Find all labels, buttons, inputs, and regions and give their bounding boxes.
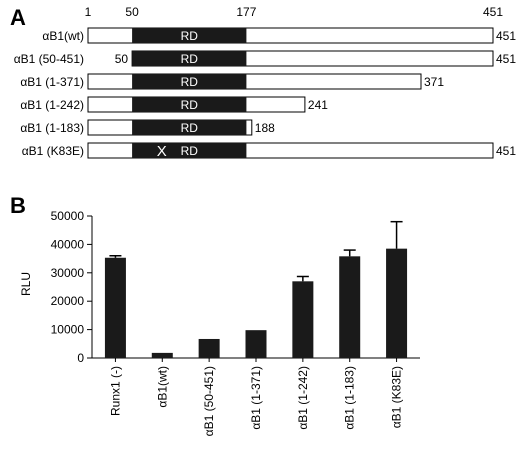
construct-end-label: 451 — [496, 52, 516, 66]
construct-row: αB1 (1-371) RD 371 — [20, 73, 444, 90]
construct-row: αB1 (1-183) RD 188 — [20, 119, 275, 136]
domain-label: RD — [181, 52, 199, 66]
construct-name: αB1 (1-183) — [20, 121, 84, 135]
runt-domain — [132, 51, 247, 66]
runt-domain — [132, 120, 247, 135]
bar — [386, 248, 408, 358]
domain-label: RD — [181, 75, 199, 89]
x-tick-label: Runx1 (-) — [108, 366, 122, 416]
construct-end-label: 188 — [255, 121, 275, 135]
domain-label: RD — [181, 29, 199, 43]
panel-a-label: A — [10, 5, 26, 30]
bars — [104, 248, 408, 358]
error-bars — [109, 220, 403, 282]
y-tick-label: 40000 — [51, 237, 85, 251]
construct-row: αB1 (1-242) RD 241 — [20, 96, 328, 113]
bar — [245, 330, 267, 358]
bar — [292, 281, 314, 358]
ruler-label: 50 — [125, 5, 139, 19]
construct-name: αB1 (K83E) — [22, 144, 84, 158]
x-tick-label: αB1(wt) — [155, 366, 169, 408]
construct-end-label: 451 — [496, 144, 516, 158]
x-tick-label: αB1 (50-451) — [202, 366, 216, 436]
y-tick-label: 0 — [77, 351, 84, 365]
runt-domain — [132, 97, 247, 112]
runt-domain — [132, 28, 247, 43]
y-tick-label: 50000 — [51, 209, 85, 223]
construct-name: αB1 (1-371) — [20, 75, 84, 89]
construct-end-label: 241 — [308, 98, 328, 112]
construct-start-label: 50 — [115, 52, 129, 66]
y-axis-label: RLU — [19, 272, 33, 296]
bar — [339, 256, 361, 358]
bar — [198, 338, 220, 358]
runt-domain — [132, 143, 247, 158]
x-tick-label: αB1 (K83E) — [390, 366, 404, 428]
ruler-labels: 1 50 177 451 — [85, 5, 504, 19]
bar — [104, 257, 126, 358]
domain-label: RD — [181, 121, 199, 135]
domain-label: RD — [181, 144, 199, 158]
y-tick-label: 30000 — [51, 266, 85, 280]
bar — [151, 352, 173, 358]
y-tick-label: 20000 — [51, 294, 85, 308]
construct-row: αB1 (50-451) RD 50 451 — [14, 50, 516, 67]
x-axis — [92, 357, 420, 362]
domain-label: RD — [181, 98, 199, 112]
panel-b-label: B — [10, 193, 26, 218]
construct-row: αB1 (K83E) RD X 451 — [22, 142, 516, 160]
construct-name: αB1 (1-242) — [20, 98, 84, 112]
ruler-label: 177 — [236, 5, 256, 19]
x-tick-label: αB1 (1-183) — [343, 366, 357, 430]
ruler-label: 451 — [483, 5, 503, 19]
y-tick-label: 10000 — [51, 323, 85, 337]
construct-row: αB1(wt) RD 451 — [42, 27, 516, 44]
y-axis: 0 10000 20000 30000 40000 50000 — [51, 209, 93, 365]
construct-end-label: 451 — [496, 29, 516, 43]
construct-end-label: 371 — [424, 75, 444, 89]
panel-a-construct-diagram: A 1 50 177 451 αB1(wt) RD 451 αB1 (50-451) RD 50… — [10, 5, 516, 160]
x-tick-label: αB1 (1-242) — [296, 366, 310, 430]
construct-list: αB1(wt) RD 451 αB1 (50-451) RD 50 451 αB1 (1-37… — [14, 27, 516, 160]
mutation-mark: X — [157, 143, 167, 160]
panel-b-bar-chart: B RLU 0 10000 20000 30000 40000 50000 Runx1 (… — [10, 193, 420, 436]
construct-name: αB1 (50-451) — [14, 52, 84, 66]
x-tick-label: αB1 (1-371) — [249, 366, 263, 430]
runt-domain — [132, 74, 247, 89]
x-tick-labels: Runx1 (-) αB1(wt) αB1 (50-451) αB1 (1-371) α… — [108, 366, 403, 436]
ruler-label: 1 — [85, 5, 92, 19]
construct-name: αB1(wt) — [42, 29, 84, 43]
